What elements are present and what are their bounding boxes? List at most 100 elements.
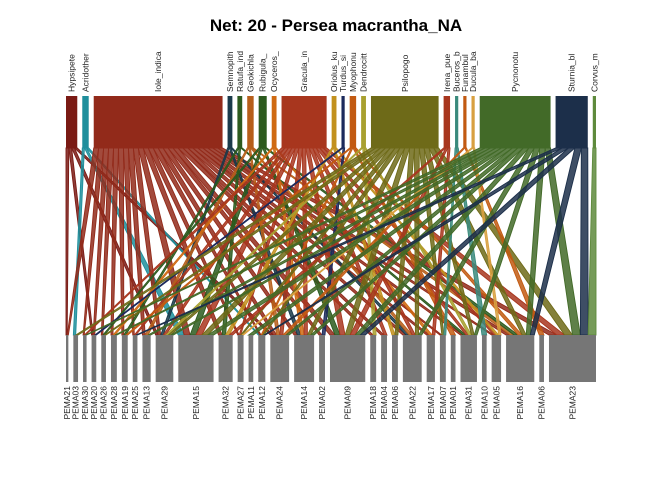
lower-node-label: PEMA30 [80, 386, 90, 420]
lower-node-bar [392, 335, 398, 382]
lower-node-label: PEMA01 [448, 386, 458, 420]
higher-node-label: Hypsipete [67, 54, 77, 92]
higher-node-label: Ducula_ba [468, 51, 478, 92]
lower-node: PEMA16 [506, 335, 535, 420]
higher-node: Pycnonotu [479, 52, 551, 148]
higher-node-label: Funambul [460, 54, 470, 92]
higher-node-label: Oriolus_ku [329, 51, 339, 92]
lower-node-bar [381, 335, 388, 382]
higher-node: Rubigula_ [258, 53, 268, 148]
lower-node: PEMA01 [448, 335, 458, 420]
lower-node-bar [121, 335, 128, 382]
lower-node: PEMA29 [155, 335, 174, 420]
lower-node-bar [258, 335, 266, 382]
higher-node: Ducula_ba [468, 51, 478, 148]
higher-node: Funambul [460, 54, 470, 148]
lower-node-label: PEMA06 [390, 386, 400, 420]
lower-node: PEMA17 [426, 335, 436, 420]
higher-node: Dendrocitt [359, 53, 369, 148]
lower-node: PEMA24 [270, 335, 290, 420]
lower-node-bar [450, 335, 456, 382]
higher-node-bar [258, 96, 267, 148]
lower-node-label: PEMA32 [221, 386, 231, 420]
higher-node-bar [341, 96, 345, 148]
interaction-link [579, 147, 589, 336]
lower-node-label: PEMA24 [275, 386, 285, 420]
higher-node: Iole_indica [93, 51, 223, 148]
higher-node-label: Pycnonotu [510, 52, 520, 92]
lower-node-bar [370, 335, 377, 382]
lower-node: PEMA32 [218, 335, 233, 420]
higher-node-label: Myophonu [348, 52, 358, 92]
lower-node-bar [110, 335, 117, 382]
higher-node-bar [281, 96, 327, 148]
higher-node-label: Buceros_b [452, 51, 462, 92]
lower-node-label: PEMA03 [71, 386, 81, 420]
lower-node-bar [83, 335, 87, 382]
lower-node: PEMA21 [62, 335, 72, 420]
lower-node-label: PEMA02 [317, 386, 327, 420]
lower-node-label: PEMA21 [62, 386, 72, 420]
lower-node-label: PEMA12 [257, 386, 267, 420]
lower-node-label: PEMA28 [109, 386, 119, 420]
higher-node-bar [555, 96, 588, 148]
lower-node: PEMA19 [120, 335, 130, 420]
lower-node-label: PEMA22 [407, 386, 417, 420]
higher-node-bar [370, 96, 439, 148]
lower-node-bar [101, 335, 106, 382]
lower-node-bar [402, 335, 422, 382]
higher-node-bar [471, 96, 475, 148]
higher-node-bar [247, 96, 254, 148]
lower-node-label: PEMA27 [236, 386, 246, 420]
lower-node: PEMA04 [379, 335, 389, 420]
lower-node-bar [178, 335, 214, 382]
higher-node-bar [66, 96, 78, 148]
higher-node: Turdus_si [338, 55, 348, 148]
higher-node: Myophonu [348, 52, 358, 148]
lower-node: PEMA05 [491, 335, 501, 420]
lower-node-label: PEMA26 [99, 386, 109, 420]
higher-node: Semnopith [225, 51, 235, 148]
lower-node-label: PEMA18 [368, 386, 378, 420]
higher-node-label: Rubigula_ [258, 53, 268, 92]
higher-node-label: Corvus_m [589, 53, 599, 92]
lower-node-bar [294, 335, 315, 382]
lower-node-bar [460, 335, 477, 382]
lower-node-bar [539, 335, 544, 382]
lower-node-bar [218, 335, 233, 382]
higher-node-bar [237, 96, 243, 148]
higher-level-nodes: Hypsipete Acridother Iole_indica Semnopith R… [66, 51, 599, 148]
lower-node-label: PEMA13 [142, 386, 152, 420]
lower-node: PEMA15 [178, 335, 214, 420]
higher-node-bar [361, 96, 366, 148]
lower-node-bar [329, 335, 366, 382]
higher-node: Psilopogo [370, 54, 439, 148]
higher-node-bar [93, 96, 223, 148]
higher-node-label: Geokichla [245, 54, 255, 92]
lower-node: PEMA03 [71, 335, 81, 420]
lower-node: PEMA31 [460, 335, 477, 420]
higher-node: Ocyceros_ [269, 51, 279, 148]
lower-node-label: PEMA23 [567, 386, 577, 420]
higher-node-label: Turdus_si [338, 55, 348, 92]
lower-node-bar [142, 335, 151, 382]
higher-node-label: Gracula_in [299, 51, 309, 92]
lower-node: PEMA27 [236, 335, 246, 420]
lower-node-label: PEMA15 [191, 386, 201, 420]
lower-node-bar [491, 335, 502, 382]
higher-node: Ratufa_ind [235, 51, 245, 148]
higher-node-bar [227, 96, 233, 148]
higher-node-label: Ratufa_ind [235, 51, 245, 92]
higher-node-label: Sturnia_bl [567, 54, 577, 92]
lower-node: PEMA02 [317, 335, 327, 420]
lower-node: PEMA11 [246, 335, 256, 419]
lower-node-bar [270, 335, 290, 382]
lower-node-bar [481, 335, 487, 382]
lower-node-bar [66, 335, 69, 382]
lower-node: PEMA06 [390, 335, 400, 420]
lower-node-bar [439, 335, 446, 382]
higher-node-bar [82, 96, 89, 148]
higher-node-label: Iole_indica [153, 51, 163, 92]
